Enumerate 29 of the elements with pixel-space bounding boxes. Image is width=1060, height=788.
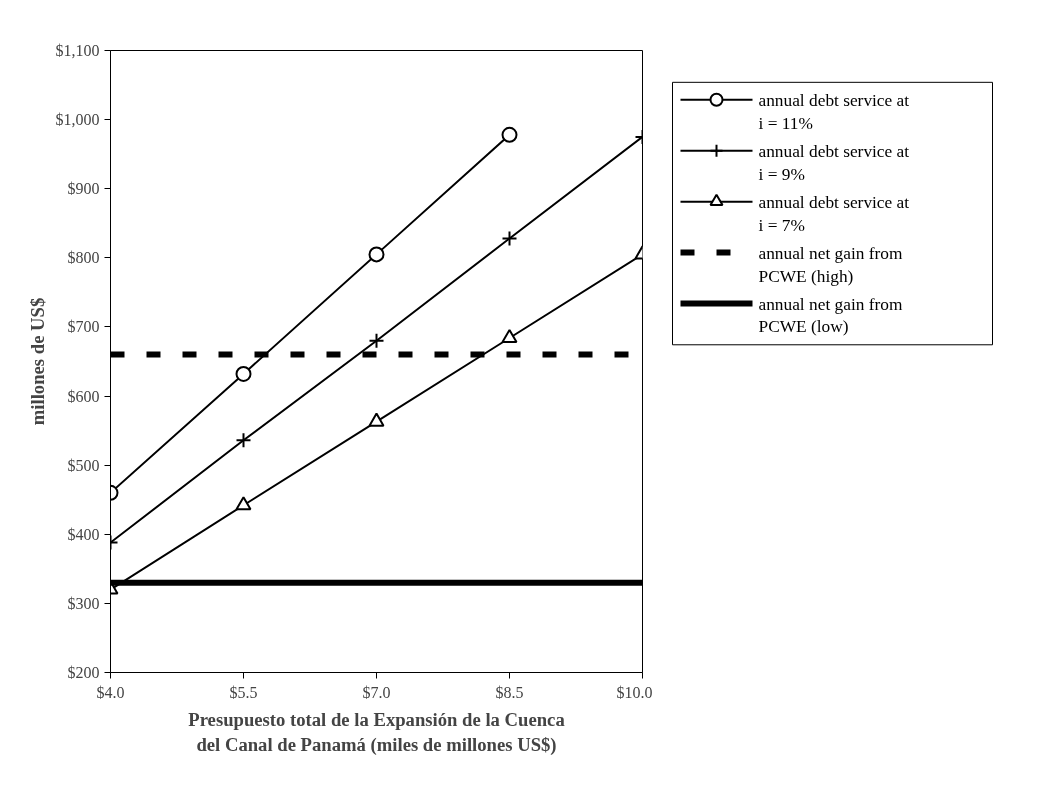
- point: [368, 332, 385, 349]
- legend-label: annual debt service at i = 11%: [758, 91, 910, 133]
- point: [235, 365, 252, 382]
- y-tick-label: $800: [67, 249, 100, 267]
- y-tick-label: $900: [67, 180, 100, 198]
- x-tick-label: $10.0: [616, 683, 653, 701]
- x-tick-label: $7.0: [362, 683, 391, 701]
- x-axis-title: Presupuesto total de la Expansión de la Cuenca del Canal de Panamá (miles de millones US$): [188, 708, 566, 756]
- y-tick-label: $200: [67, 664, 100, 681]
- legend-label: annual net gain from PCWE (low): [758, 294, 903, 337]
- y-tick-label: $400: [67, 525, 100, 543]
- legend-label: annual net gain from PCWE (high): [758, 243, 903, 286]
- y-tick-label: $300: [67, 594, 100, 612]
- point: [501, 126, 518, 143]
- point: [368, 412, 385, 427]
- x-tick-label: $4.0: [96, 683, 125, 701]
- point: [368, 246, 385, 263]
- y-tick-label: $600: [67, 387, 100, 405]
- point: [235, 496, 252, 511]
- y-axis-title: millones de US$: [26, 297, 48, 426]
- y-tick-label: $500: [67, 456, 100, 474]
- y-tick-label: $1,100: [55, 42, 100, 59]
- y-tick-label: $700: [67, 318, 100, 336]
- y-tick-label: $1,000: [55, 111, 100, 129]
- x-tick-label: $5.5: [229, 683, 258, 701]
- x-tick-label: $8.5: [495, 683, 524, 701]
- point: [501, 328, 518, 344]
- point: [501, 230, 518, 247]
- point: [235, 432, 252, 449]
